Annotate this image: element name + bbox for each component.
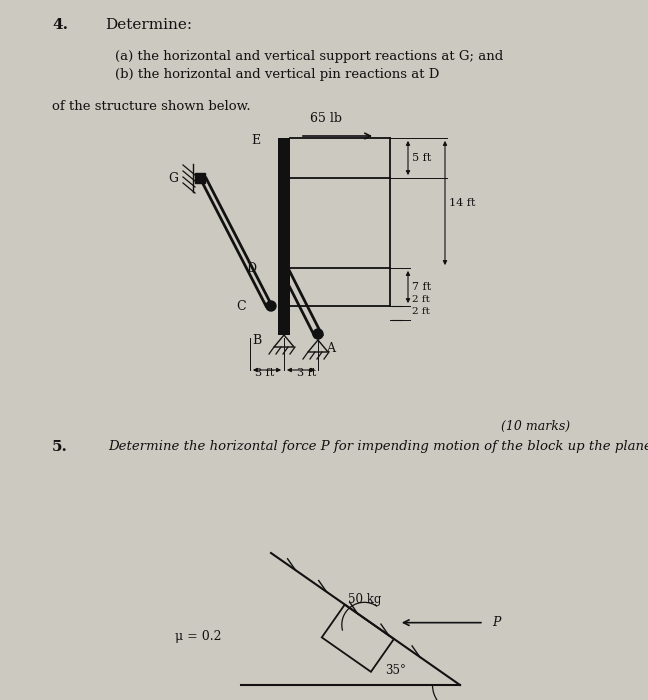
Text: G: G	[168, 172, 178, 185]
Text: P: P	[492, 616, 500, 629]
Text: D: D	[246, 262, 256, 274]
Text: A: A	[326, 342, 335, 354]
Text: 50 kg: 50 kg	[347, 594, 381, 606]
Polygon shape	[195, 173, 205, 183]
Text: (b) the horizontal and vertical pin reactions at D: (b) the horizontal and vertical pin reac…	[115, 68, 439, 81]
Text: 4.: 4.	[52, 18, 68, 32]
Text: 35°: 35°	[385, 664, 406, 677]
Text: Determine:: Determine:	[105, 18, 192, 32]
Text: 7 ft: 7 ft	[412, 282, 431, 292]
Circle shape	[266, 301, 276, 311]
Text: 14 ft: 14 ft	[449, 198, 476, 208]
Text: B: B	[253, 333, 262, 346]
Text: E: E	[251, 134, 260, 146]
Circle shape	[313, 329, 323, 339]
Polygon shape	[278, 138, 290, 335]
Text: (10 marks): (10 marks)	[501, 420, 570, 433]
Text: 5.: 5.	[52, 440, 68, 454]
Text: (a) the horizontal and vertical support reactions at G; and: (a) the horizontal and vertical support …	[115, 50, 503, 63]
Text: Determine the horizontal force P for impending motion of the block up the plane.: Determine the horizontal force P for imp…	[108, 440, 648, 453]
Circle shape	[279, 263, 289, 273]
Text: μ = 0.2: μ = 0.2	[175, 630, 222, 643]
Text: C: C	[237, 300, 246, 312]
Text: 65 lb: 65 lb	[310, 112, 342, 125]
Text: of the structure shown below.: of the structure shown below.	[52, 100, 251, 113]
Text: 3 ft: 3 ft	[297, 368, 316, 378]
Text: 2 ft: 2 ft	[412, 295, 430, 304]
Text: 3 ft: 3 ft	[255, 368, 274, 378]
Text: 2 ft: 2 ft	[412, 307, 430, 316]
Text: 5 ft: 5 ft	[412, 153, 432, 163]
